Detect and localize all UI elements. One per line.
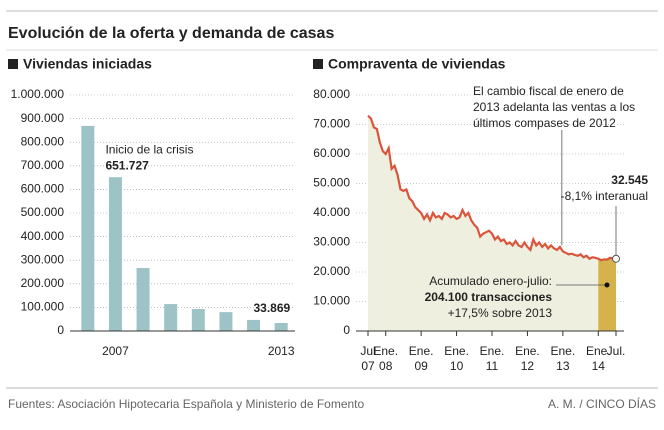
annotation: -8,1% interanual [561,189,648,203]
x-tick-label: Ene. 12 [515,344,540,373]
highlight-area [598,257,616,331]
x-tick-label: Jul 07 [360,344,375,373]
annotation: últimos compases de 2012 [473,116,616,130]
y-tick-label: 50.000 [313,176,350,190]
y-tick-label: 80.000 [313,87,350,101]
y-tick-label: 400.000 [21,229,65,243]
y-tick-label: 0 [57,323,64,337]
bar [164,304,178,331]
bar [219,312,233,331]
value-label: 651.727 [105,158,149,172]
y-tick-label: 900.000 [21,111,65,125]
y-tick-label: 0 [343,323,350,337]
end-point [612,254,620,263]
chart-title: Compraventa de viviendas [328,56,506,72]
y-tick-label: 10.000 [313,294,350,308]
y-tick-label: 300.000 [21,252,65,266]
annotation: +17,5% sobre 2013 [448,306,553,320]
x-tick-label: Ene. 09 [409,344,434,373]
y-tick-label: 40.000 [313,205,350,219]
y-tick-label: 700.000 [21,158,65,172]
x-tick-label: Ene. 14 [586,344,611,373]
section-square [8,59,18,69]
y-tick-label: 60.000 [313,146,350,160]
x-tick-label: Ene. 08 [373,344,398,373]
x-tick-label: 2007 [102,344,129,358]
x-tick-label: Jul. [607,344,626,358]
x-tick-label: 2013 [268,344,295,358]
x-tick-label: Ene. 10 [444,344,469,373]
y-tick-label: 1.000.000 [11,87,65,101]
annotation: El cambio fiscal de enero de [473,84,624,98]
y-tick-label: 70.000 [313,117,350,131]
y-tick-label: 200.000 [21,276,65,290]
credit: A. M. / CINCO DÍAS [548,396,656,411]
y-tick-label: 30.000 [313,235,350,249]
y-tick-label: 20.000 [313,264,350,278]
y-tick-label: 500.000 [21,205,65,219]
bar [108,177,122,331]
x-tick-label: Ene. 11 [480,344,505,373]
dot [604,282,610,288]
line [367,114,617,262]
bar [191,309,205,331]
bar [274,323,288,331]
chart-title: Viviendas iniciadas [23,56,152,72]
bar [81,125,95,331]
x-tick-label: Ene. 13 [551,344,576,373]
annotation: Inicio de la crisis [105,142,193,156]
annotation: 32.545 [611,173,648,187]
annotation: Acumulado enero-julio: [429,274,552,288]
bar [247,319,261,331]
value-label: 33.869 [253,301,290,315]
section-square [313,59,323,69]
page-title: Evolución de la oferta y demanda de casa… [8,25,334,42]
y-tick-label: 100.000 [21,300,65,314]
bar [136,267,150,331]
area [368,115,616,332]
y-tick-label: 600.000 [21,182,65,196]
annotation: 2013 adelanta las ventas a los [473,100,635,114]
y-tick-label: 800.000 [21,134,65,148]
source: Fuentes: Asociación Hipotecaria Española… [8,397,365,411]
annotation: 204.100 transacciones [425,290,553,304]
